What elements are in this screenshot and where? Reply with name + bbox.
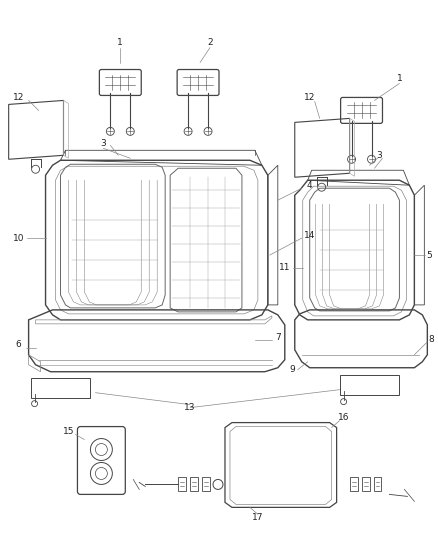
Text: 6: 6 <box>16 340 21 349</box>
Text: 7: 7 <box>275 333 281 342</box>
Text: 5: 5 <box>427 251 432 260</box>
Text: 8: 8 <box>428 335 434 344</box>
Bar <box>178 478 186 491</box>
Text: 3: 3 <box>100 139 106 148</box>
Text: 17: 17 <box>252 513 264 522</box>
Text: 16: 16 <box>338 413 350 422</box>
Text: 1: 1 <box>117 38 123 47</box>
Text: 3: 3 <box>377 151 382 160</box>
Bar <box>190 478 198 491</box>
Text: 12: 12 <box>304 93 315 102</box>
Text: 4: 4 <box>307 181 313 190</box>
Text: 1: 1 <box>396 74 402 83</box>
Text: 12: 12 <box>13 93 25 102</box>
Text: 11: 11 <box>279 263 290 272</box>
Text: 10: 10 <box>13 233 25 243</box>
Text: 14: 14 <box>304 231 315 239</box>
Text: 2: 2 <box>207 38 213 47</box>
Bar <box>361 478 370 491</box>
Bar <box>374 478 381 491</box>
Bar <box>202 478 210 491</box>
Text: 15: 15 <box>63 427 74 436</box>
Text: 9: 9 <box>289 365 295 374</box>
Bar <box>350 478 357 491</box>
Text: 13: 13 <box>184 403 196 412</box>
